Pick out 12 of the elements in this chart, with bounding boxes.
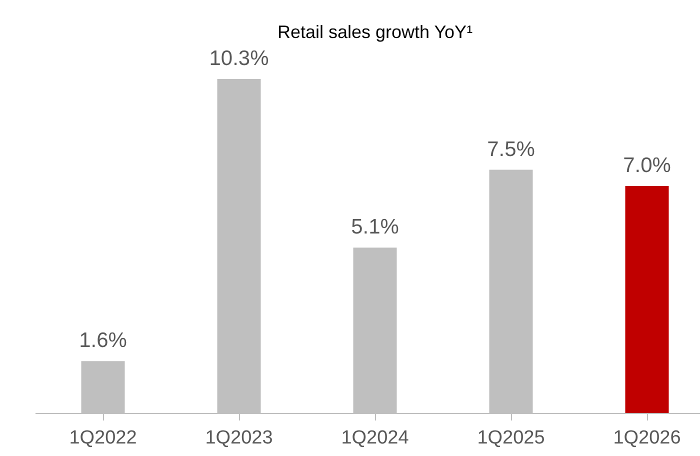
x-tick-label: 1Q2022 (69, 428, 137, 448)
data-label: 7.0% (623, 154, 671, 178)
x-tick-label: 1Q2025 (477, 428, 545, 448)
data-label: 10.3% (209, 47, 269, 70)
chart-title: Retail sales growth YoY¹ (277, 22, 473, 42)
x-tick-label: 1Q2024 (341, 428, 410, 448)
bar (625, 186, 669, 413)
data-label: 1.6% (79, 329, 127, 352)
data-label: 7.5% (487, 138, 535, 161)
x-tick-label: 1Q2026 (613, 428, 681, 448)
data-label: 5.1% (351, 216, 399, 239)
x-tick-label: 1Q2023 (205, 428, 273, 448)
